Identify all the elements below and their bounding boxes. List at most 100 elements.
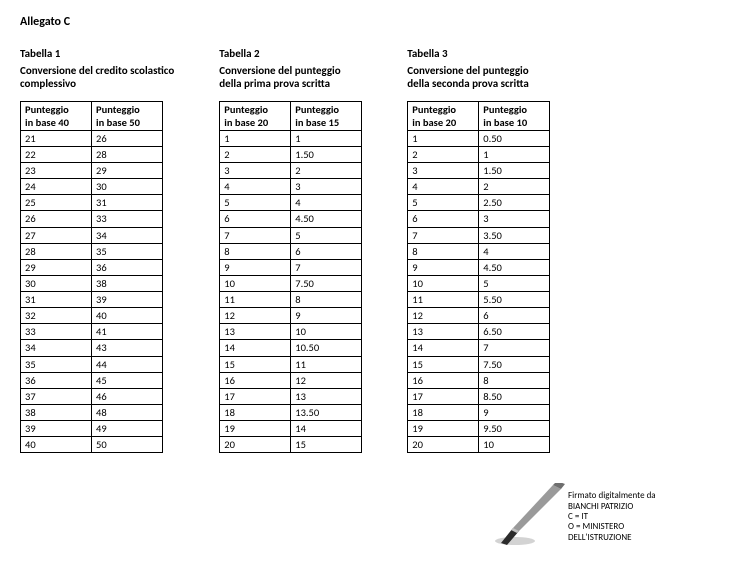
table-cell: 6 — [291, 243, 362, 259]
page-title: Allegato C — [20, 15, 723, 29]
table-cell: 38 — [92, 275, 163, 291]
table-row: 2430 — [21, 179, 163, 195]
table-cell: 4 — [220, 179, 291, 195]
signature-block: Firmato digitalmente da BIANCHI PATRIZIO… — [493, 483, 723, 553]
table-cell: 10.50 — [291, 340, 362, 356]
table-row: 32 — [220, 163, 362, 179]
table-row: 136.50 — [408, 324, 550, 340]
table-cell: 32 — [21, 308, 92, 324]
table-2-subtitle: Conversione del punteggio della prima pr… — [219, 64, 362, 90]
table-cell: 5 — [220, 195, 291, 211]
table-cell: 5 — [479, 275, 550, 291]
table-cell: 4.50 — [291, 211, 362, 227]
sig-line4: O = MINISTERO — [568, 522, 656, 532]
table-cell: 39 — [92, 292, 163, 308]
table-row: 189 — [408, 404, 550, 420]
table-row: 178.50 — [408, 388, 550, 404]
table-cell: 20 — [220, 437, 291, 453]
table-cell: 8 — [479, 372, 550, 388]
pen-icon — [493, 483, 573, 548]
table-row: 1813.50 — [220, 404, 362, 420]
table-cell: 36 — [21, 372, 92, 388]
table-2-title: Tabella 2 — [219, 47, 362, 60]
table-cell: 12 — [408, 308, 479, 324]
table-cell: 49 — [92, 421, 163, 437]
table-cell: 15 — [291, 437, 362, 453]
table-cell: 1 — [408, 130, 479, 146]
table-cell: 29 — [21, 259, 92, 275]
table-cell: 7 — [408, 227, 479, 243]
table-row: 2010 — [408, 437, 550, 453]
table-cell: 48 — [92, 404, 163, 420]
table-cell: 50 — [92, 437, 163, 453]
table-row: 73.50 — [408, 227, 550, 243]
table-cell: 22 — [21, 146, 92, 162]
table-row: 126 — [408, 308, 550, 324]
table-row: 118 — [220, 292, 362, 308]
table-cell: 0.50 — [479, 130, 550, 146]
table-cell: 31 — [21, 292, 92, 308]
table-cell: 33 — [92, 211, 163, 227]
table-cell: 9.50 — [479, 421, 550, 437]
table-block-3: Tabella 3 Conversione del punteggio dell… — [407, 47, 550, 453]
table-cell: 30 — [92, 179, 163, 195]
table-cell: 1.50 — [479, 163, 550, 179]
table-cell: 6 — [220, 211, 291, 227]
table-cell: 3.50 — [479, 227, 550, 243]
table-cell: 28 — [21, 243, 92, 259]
table-cell: 8.50 — [479, 388, 550, 404]
table-cell: 3 — [479, 211, 550, 227]
table-cell: 18 — [220, 404, 291, 420]
table-row: 3139 — [21, 292, 163, 308]
table-cell: 16 — [408, 372, 479, 388]
table-2-header-0: Punteggio in base 20 — [220, 101, 291, 130]
table-cell: 15 — [408, 356, 479, 372]
table-row: 10.50 — [408, 130, 550, 146]
table-cell: 11 — [291, 356, 362, 372]
table-row: 3746 — [21, 388, 163, 404]
table-row: 4050 — [21, 437, 163, 453]
table-cell: 10 — [408, 275, 479, 291]
table-cell: 2 — [479, 179, 550, 195]
table-row: 1511 — [220, 356, 362, 372]
table-2: Punteggio in base 20 Punteggio in base 1… — [219, 101, 362, 454]
table-cell: 2.50 — [479, 195, 550, 211]
table-3-subtitle: Conversione del punteggio della seconda … — [407, 64, 550, 90]
table-cell: 44 — [92, 356, 163, 372]
table-cell: 3 — [408, 163, 479, 179]
table-cell: 13 — [220, 324, 291, 340]
table-row: 64.50 — [220, 211, 362, 227]
table-cell: 8 — [291, 292, 362, 308]
sig-line5: DELL'ISTRUZIONE — [568, 533, 656, 543]
table-row: 1310 — [220, 324, 362, 340]
table-row: 1612 — [220, 372, 362, 388]
table-cell: 17 — [408, 388, 479, 404]
table-cell: 2 — [408, 146, 479, 162]
table-cell: 5 — [408, 195, 479, 211]
table-cell: 25 — [21, 195, 92, 211]
table-cell: 14 — [291, 421, 362, 437]
table-cell: 9 — [220, 259, 291, 275]
table-row: 157.50 — [408, 356, 550, 372]
table-3: Punteggio in base 20 Punteggio in base 1… — [407, 101, 550, 454]
table-cell: 46 — [92, 388, 163, 404]
table-cell: 1 — [220, 130, 291, 146]
table-row: 42 — [408, 179, 550, 195]
table-cell: 26 — [92, 130, 163, 146]
table-cell: 33 — [21, 324, 92, 340]
table-cell: 31 — [92, 195, 163, 211]
table-cell: 6 — [408, 211, 479, 227]
table-cell: 28 — [92, 146, 163, 162]
table-cell: 20 — [408, 437, 479, 453]
table-cell: 10 — [291, 324, 362, 340]
table-row: 1713 — [220, 388, 362, 404]
table-row: 52.50 — [408, 195, 550, 211]
table-cell: 18 — [408, 404, 479, 420]
table-cell: 23 — [21, 163, 92, 179]
table-3-title: Tabella 3 — [407, 47, 550, 60]
table-row: 3038 — [21, 275, 163, 291]
table-row: 86 — [220, 243, 362, 259]
table-row: 21.50 — [220, 146, 362, 162]
table-row: 31.50 — [408, 163, 550, 179]
table-row: 1914 — [220, 421, 362, 437]
